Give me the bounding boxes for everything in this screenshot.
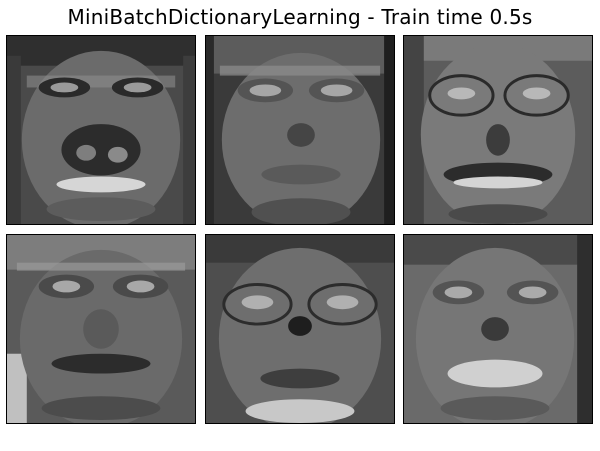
face-image [7,36,195,224]
figure-title: MiniBatchDictionaryLearning - Train time… [67,5,533,29]
face-component-panel [205,234,395,424]
face-component-panel [6,234,196,424]
face-image [206,36,394,224]
face-component-panel [205,35,395,225]
face-image [7,235,195,423]
face-image [404,36,592,224]
face-image [206,235,394,423]
face-image [404,235,592,423]
face-component-panel [6,35,196,225]
face-component-panel [403,35,593,225]
face-component-panel [403,234,593,424]
